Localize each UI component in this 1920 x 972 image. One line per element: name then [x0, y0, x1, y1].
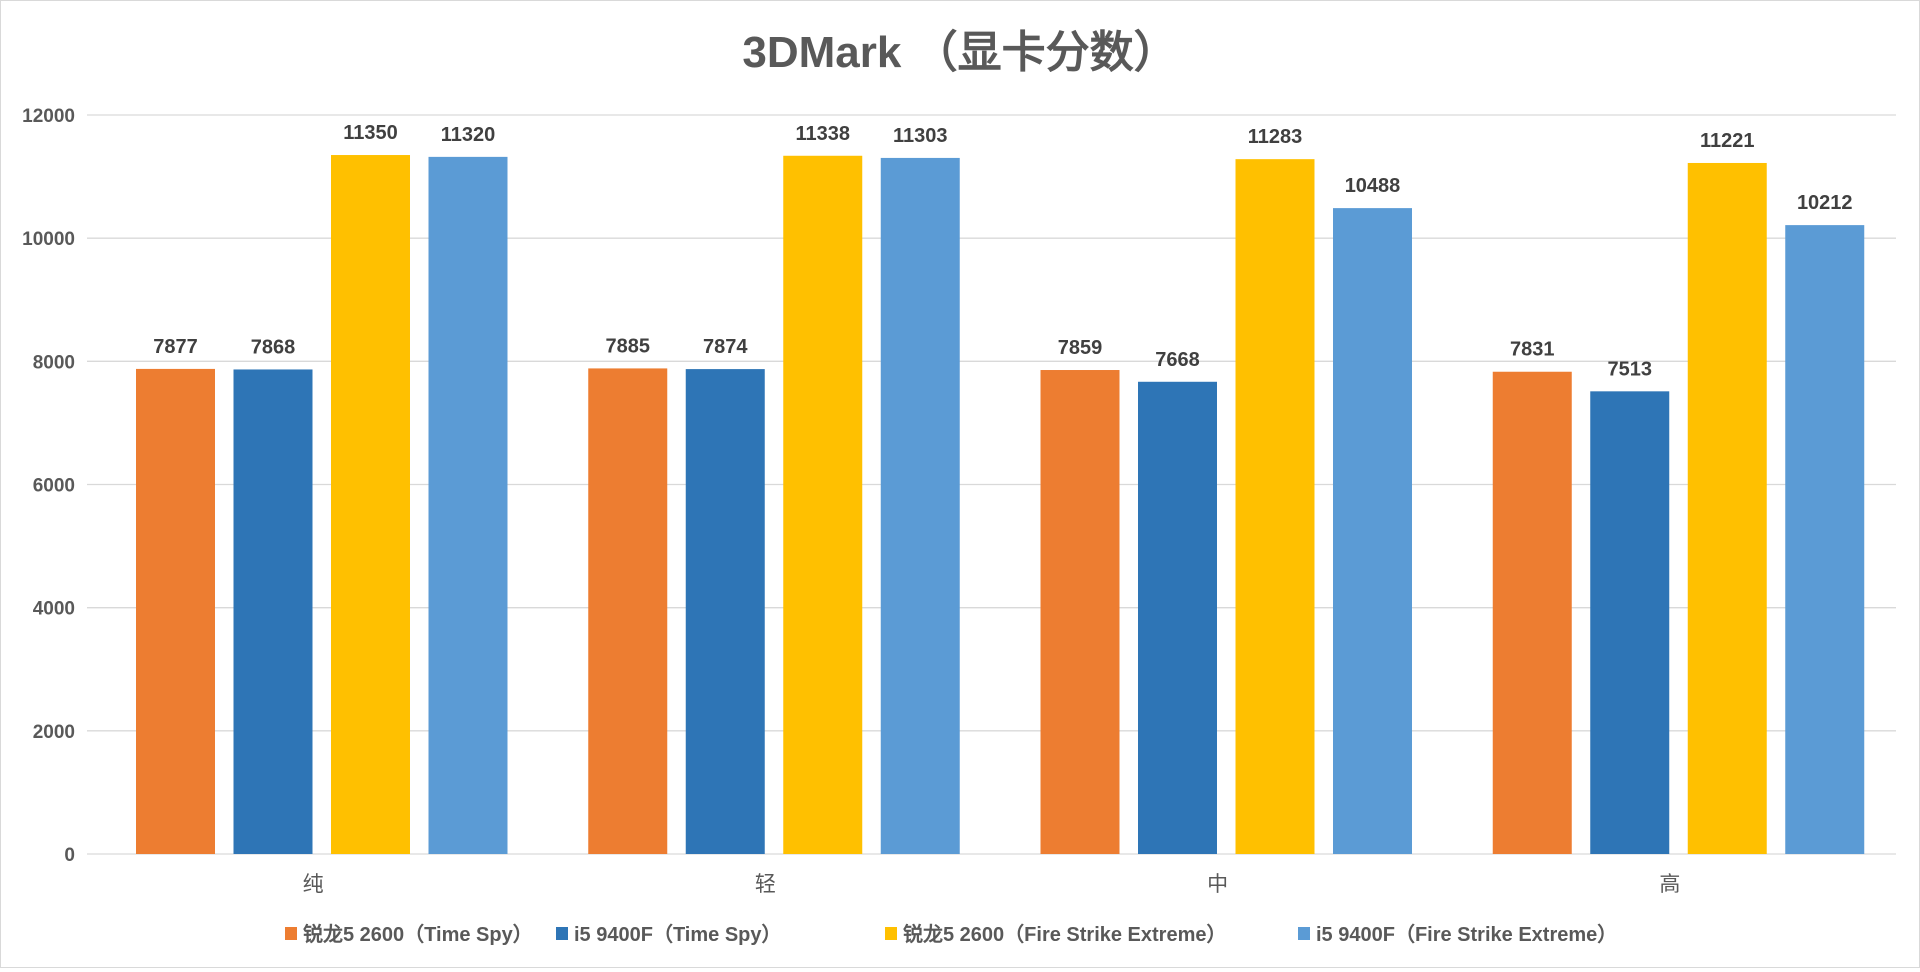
data-label: 11283 [1248, 126, 1303, 148]
data-label: 7874 [703, 336, 748, 358]
y-tick-label: 2000 [33, 722, 75, 743]
legend-item: 锐龙5 2600（Time Spy） [285, 922, 533, 946]
data-label: 10212 [1797, 192, 1853, 214]
bar [1138, 381, 1217, 854]
bar [880, 157, 960, 854]
data-label: 7885 [606, 335, 651, 357]
bar [1492, 371, 1572, 854]
bar [1687, 162, 1767, 855]
bar [1235, 159, 1315, 854]
x-tick-label: 高 [1659, 873, 1680, 896]
y-tick-label: 4000 [33, 599, 75, 620]
legend-swatch [885, 927, 897, 940]
data-label: 11320 [441, 124, 496, 146]
y-tick-label: 0 [64, 845, 75, 866]
bar [1040, 370, 1120, 854]
y-tick-label: 10000 [22, 229, 75, 250]
legend-swatch [285, 927, 297, 940]
bar [1785, 225, 1865, 855]
y-tick-label: 12000 [22, 106, 75, 127]
bar [1590, 391, 1670, 854]
x-tick-label: 中 [1207, 873, 1228, 896]
data-label: 11303 [893, 125, 948, 147]
data-label: 7877 [153, 336, 198, 358]
legend-label: 锐龙5 2600（Time Spy） [303, 922, 533, 946]
bar [588, 368, 668, 854]
legend-label: i5 9400F（Fire Strike Extreme） [1316, 923, 1617, 946]
data-label: 7831 [1510, 339, 1555, 361]
bar [136, 368, 215, 854]
legend-item: 锐龙5 2600（Fire Strike Extreme） [885, 922, 1227, 946]
legend-swatch [556, 927, 568, 940]
bar [783, 155, 863, 854]
legend-label: 锐龙5 2600（Fire Strike Extreme） [903, 922, 1227, 946]
legend-item: i5 9400F（Time Spy） [556, 923, 782, 946]
data-label: 11221 [1700, 130, 1755, 152]
data-label: 11338 [795, 123, 850, 145]
data-label: 7668 [1155, 349, 1200, 371]
data-label: 7859 [1058, 337, 1103, 359]
data-label: 11350 [343, 122, 398, 144]
y-tick-label: 6000 [33, 476, 75, 497]
chart-title: 3DMark （显卡分数） [742, 28, 1177, 77]
legend-item: i5 9400F（Fire Strike Extreme） [1298, 923, 1617, 946]
bar [685, 369, 765, 854]
x-tick-label: 纯 [303, 873, 324, 896]
bar [233, 369, 313, 854]
legend-label: i5 9400F（Time Spy） [574, 923, 782, 946]
data-label: 10488 [1345, 175, 1401, 197]
data-label: 7868 [251, 336, 296, 358]
bar [428, 156, 508, 855]
bar [1333, 208, 1412, 854]
bar [331, 155, 410, 854]
data-label: 7513 [1608, 358, 1653, 380]
legend-swatch [1298, 927, 1310, 940]
y-tick-label: 8000 [33, 352, 75, 373]
x-tick-label: 轻 [755, 873, 776, 896]
